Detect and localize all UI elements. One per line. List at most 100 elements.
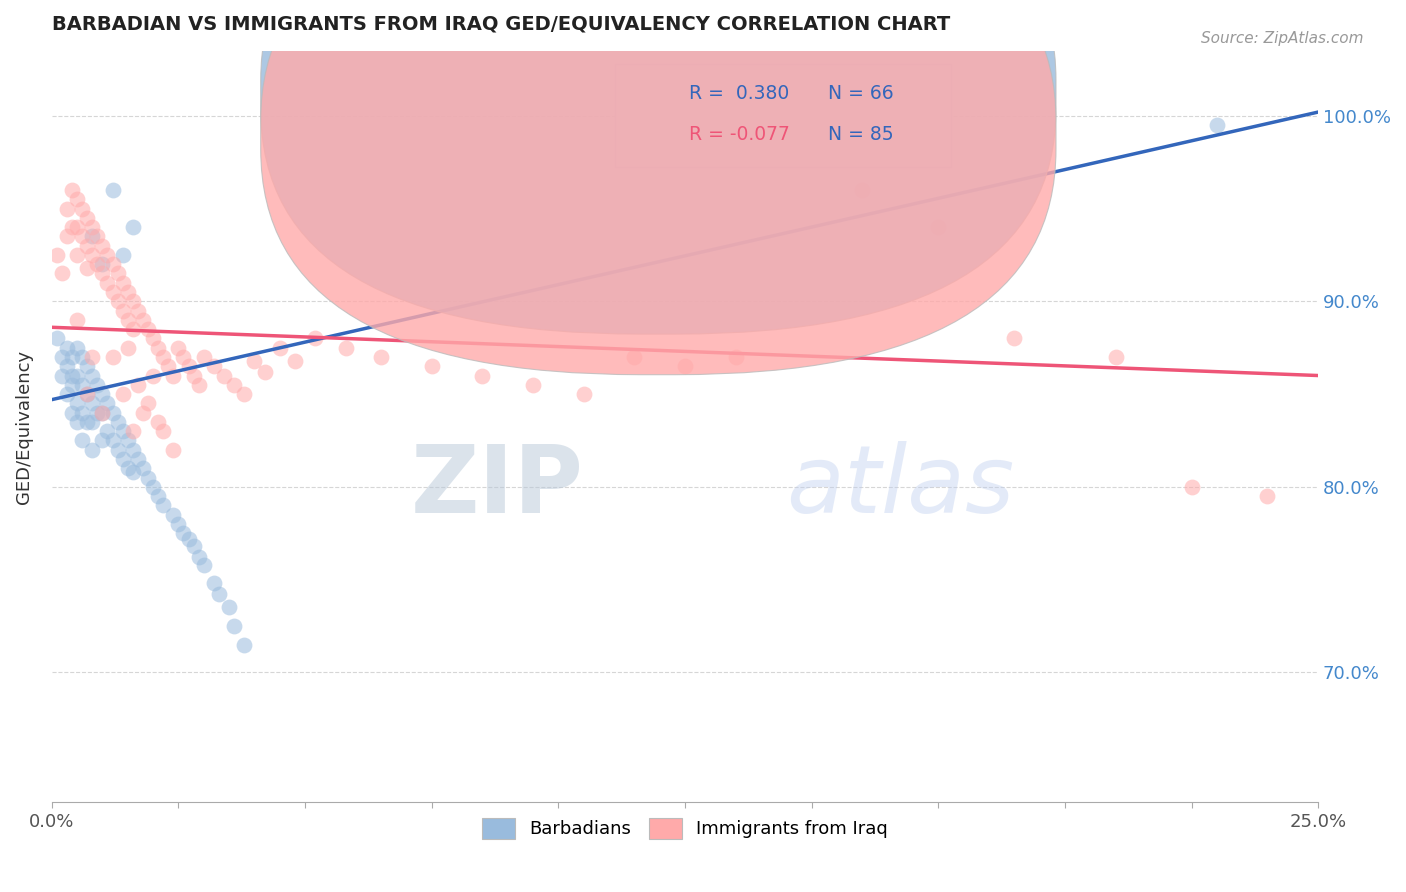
Legend: Barbadians, Immigrants from Iraq: Barbadians, Immigrants from Iraq	[475, 811, 896, 846]
Point	[101, 285, 124, 299]
Point	[82, 415, 104, 429]
Point	[233, 387, 256, 401]
Point	[1104, 350, 1126, 364]
Point	[91, 406, 114, 420]
Point	[121, 220, 143, 235]
Point	[56, 341, 79, 355]
Point	[76, 387, 98, 401]
Point	[152, 350, 174, 364]
Text: BARBADIAN VS IMMIGRANTS FROM IRAQ GED/EQUIVALENCY CORRELATION CHART: BARBADIAN VS IMMIGRANTS FROM IRAQ GED/EQ…	[52, 15, 950, 34]
Point	[111, 276, 134, 290]
Point	[224, 377, 246, 392]
Point	[132, 313, 155, 327]
Point	[132, 461, 155, 475]
Point	[91, 387, 114, 401]
Point	[76, 387, 98, 401]
Point	[177, 532, 200, 546]
Point	[86, 377, 108, 392]
Point	[172, 350, 194, 364]
Point	[253, 365, 276, 379]
Point	[66, 415, 89, 429]
Point	[243, 353, 266, 368]
Point	[91, 257, 114, 271]
Point	[1205, 118, 1227, 132]
Point	[471, 368, 494, 383]
Point	[76, 260, 98, 275]
Point	[66, 220, 89, 235]
Point	[82, 229, 104, 244]
Point	[927, 220, 949, 235]
Point	[66, 396, 89, 410]
Point	[1180, 480, 1202, 494]
Point	[101, 257, 124, 271]
Point	[522, 377, 544, 392]
Point	[117, 434, 139, 448]
Point	[623, 350, 645, 364]
Point	[96, 248, 118, 262]
Point	[193, 558, 215, 572]
Y-axis label: GED/Equivalency: GED/Equivalency	[15, 350, 32, 504]
Point	[70, 406, 93, 420]
Point	[82, 396, 104, 410]
Point	[107, 415, 129, 429]
Point	[572, 387, 595, 401]
Point	[51, 350, 73, 364]
Point	[66, 341, 89, 355]
Text: Source: ZipAtlas.com: Source: ZipAtlas.com	[1201, 31, 1364, 46]
Point	[82, 368, 104, 383]
Point	[1002, 331, 1025, 345]
Point	[60, 406, 83, 420]
Point	[193, 350, 215, 364]
Point	[117, 285, 139, 299]
Point	[152, 424, 174, 438]
Point	[45, 248, 67, 262]
Point	[107, 442, 129, 457]
FancyBboxPatch shape	[260, 0, 1056, 375]
Point	[208, 587, 231, 601]
Text: N = 85: N = 85	[828, 126, 894, 145]
Point	[56, 202, 79, 216]
Point	[121, 424, 143, 438]
Point	[86, 229, 108, 244]
Point	[117, 461, 139, 475]
Point	[117, 341, 139, 355]
Point	[70, 434, 93, 448]
Text: R = -0.077: R = -0.077	[689, 126, 790, 145]
Point	[187, 550, 209, 565]
Point	[183, 368, 205, 383]
Point	[127, 377, 149, 392]
Point	[96, 276, 118, 290]
Point	[370, 350, 392, 364]
Point	[1256, 489, 1278, 503]
Point	[202, 576, 225, 591]
Point	[66, 313, 89, 327]
Point	[420, 359, 443, 374]
Point	[132, 406, 155, 420]
Point	[76, 359, 98, 374]
Point	[76, 238, 98, 252]
Point	[127, 452, 149, 467]
Point	[136, 396, 159, 410]
Point	[91, 267, 114, 281]
Point	[51, 267, 73, 281]
Point	[60, 183, 83, 197]
Point	[177, 359, 200, 374]
Point	[60, 350, 83, 364]
Point	[66, 368, 89, 383]
Point	[111, 248, 134, 262]
Point	[162, 368, 184, 383]
Point	[60, 377, 83, 392]
Point	[60, 220, 83, 235]
Point	[673, 359, 696, 374]
Point	[233, 638, 256, 652]
Point	[224, 619, 246, 633]
Point	[851, 183, 873, 197]
Point	[76, 415, 98, 429]
Point	[212, 368, 235, 383]
Point	[111, 424, 134, 438]
Point	[187, 377, 209, 392]
FancyBboxPatch shape	[260, 0, 1056, 334]
Point	[91, 434, 114, 448]
Point	[86, 406, 108, 420]
Point	[121, 465, 143, 479]
